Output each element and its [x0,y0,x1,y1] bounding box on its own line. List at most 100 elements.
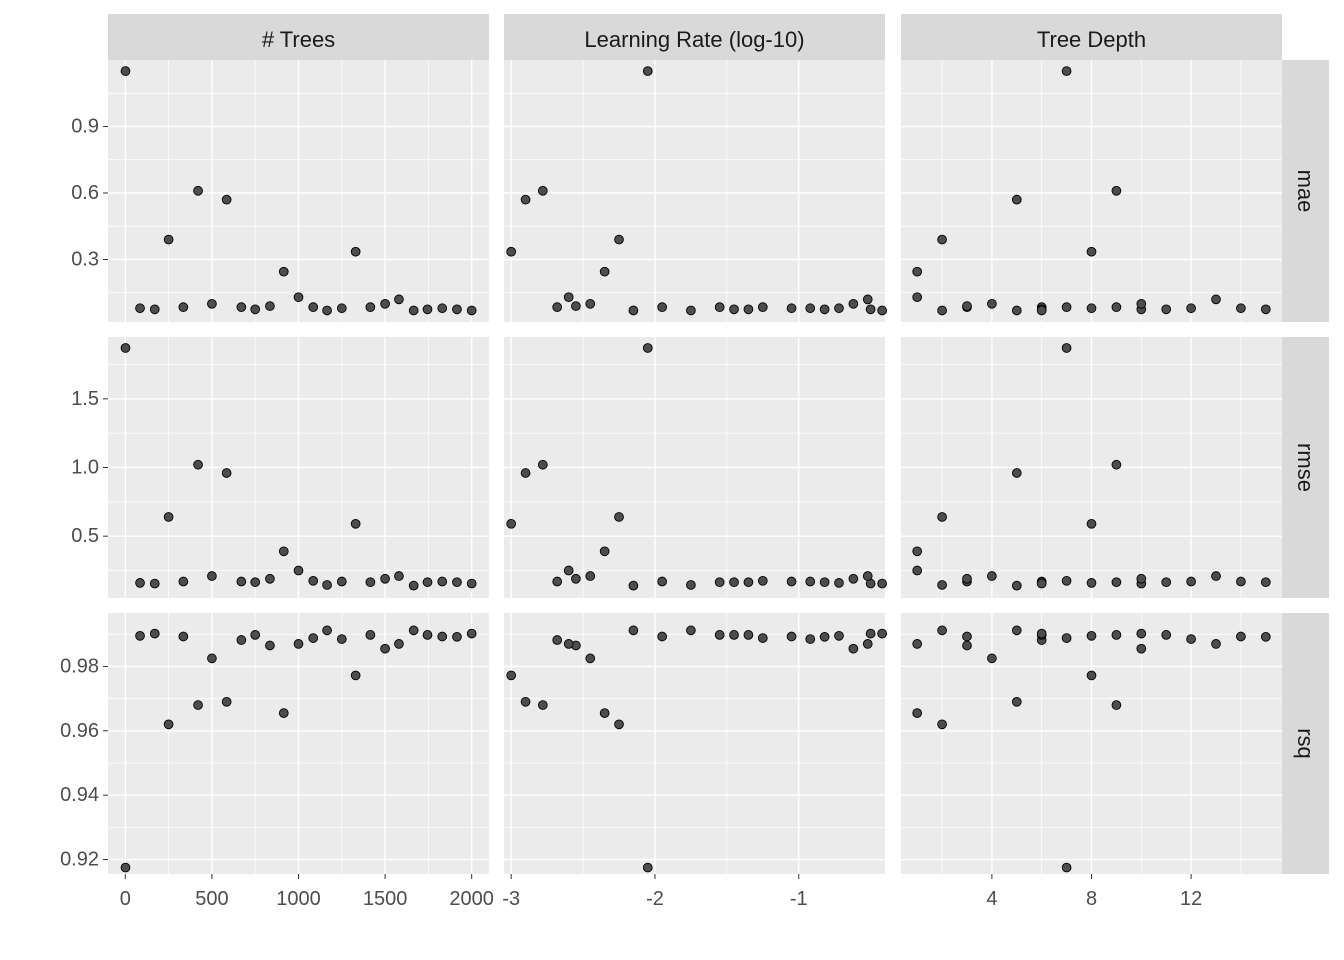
strip-background [504,14,885,60]
data-point [1260,577,1271,588]
panel-mae-trees [108,60,489,322]
data-point [336,303,347,314]
data-point [1111,630,1122,640]
data-point [714,302,725,312]
data-point [1036,628,1047,639]
y-tick-label: 0.98 [60,655,99,677]
data-point [394,639,404,649]
data-point [120,66,131,76]
data-point [1011,696,1022,707]
data-point [120,343,131,353]
data-point [987,653,997,664]
data-point [1086,518,1097,529]
data-point [877,305,887,316]
data-point [1136,628,1147,639]
data-point [1136,573,1147,584]
panel-rsq-depth [901,613,1282,874]
data-point [350,246,361,257]
data-point [1236,576,1246,587]
data-point [193,185,203,196]
data-point [250,630,261,640]
data-point [265,573,275,584]
data-point [937,512,947,522]
data-point [962,573,972,584]
data-point [322,580,332,590]
data-point [834,578,844,588]
data-point [193,459,203,470]
data-point [848,643,859,654]
strip-lr: Learning Rate (log-10) [504,14,885,60]
data-point [571,573,581,584]
strip-background [1282,613,1329,874]
data-point [537,700,548,710]
data-point [1236,303,1246,314]
data-point [757,633,768,643]
data-point [912,546,923,557]
data-point [1136,298,1147,309]
data-point [877,578,887,589]
data-point [819,631,830,642]
data-point [552,576,563,587]
strip-background [108,14,489,60]
data-point [163,234,174,245]
data-point [1011,468,1022,478]
x-tick-label: -3 [502,888,520,910]
data-point [552,635,563,645]
strip-label-rsq: rsq [1293,728,1318,759]
data-point [937,625,947,636]
data-point [394,294,404,305]
strip-label-depth: Tree Depth [1037,27,1146,52]
data-point [178,631,189,642]
data-point [1011,194,1022,205]
data-point [729,577,739,588]
data-point [1086,246,1097,257]
data-point [506,670,517,681]
data-point [614,719,624,730]
data-point [912,639,923,649]
strip-label-trees: # Trees [262,27,335,52]
data-point [912,708,923,718]
panel-background [504,613,885,874]
data-point [1161,577,1172,588]
data-point [729,304,739,315]
data-point [865,628,876,639]
data-point [1236,631,1246,642]
x-tick-label: -1 [790,888,808,910]
data-point [308,633,319,643]
data-point [1061,633,1072,643]
data-point [207,298,217,309]
data-point [466,305,477,316]
y-tick-label: 0.92 [60,849,99,871]
data-point [422,577,433,588]
data-point [520,696,531,707]
panel-background [504,60,885,322]
data-point [452,577,462,588]
data-point [642,343,653,353]
y-tick-label: 0.3 [71,248,99,270]
data-point [585,653,596,664]
data-point [834,630,844,641]
data-point [278,546,289,557]
strip-background [901,14,1282,60]
data-point [452,304,462,315]
data-point [585,571,596,581]
y-tick-label: 1.0 [71,457,99,479]
data-point [408,625,419,636]
panel-rmse-trees [108,337,489,598]
x-tick-label: 500 [195,888,228,910]
data-point [1061,302,1072,312]
data-point [1061,66,1072,76]
strip-label-rmse: rmse [1293,443,1318,492]
data-point [1211,639,1221,649]
data-point [250,577,261,588]
data-point [865,304,876,315]
data-point [686,580,696,590]
data-point [912,565,923,576]
data-point [293,292,304,303]
x-tick-label: 1500 [363,888,408,910]
data-point [599,266,610,277]
data-point [599,546,610,557]
data-point [599,708,610,718]
panel-rmse-depth [901,337,1282,598]
